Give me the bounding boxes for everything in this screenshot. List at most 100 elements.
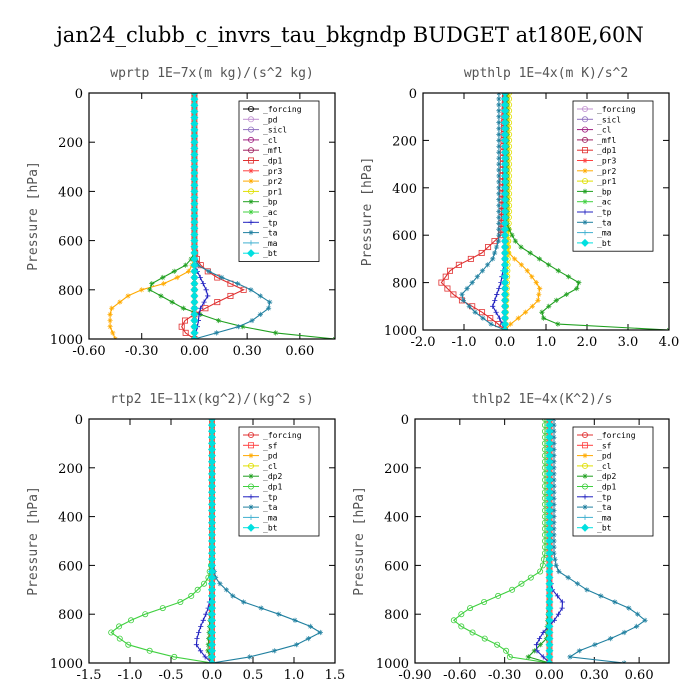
legend-marker <box>246 249 256 258</box>
x-tick-label: -0.60 <box>72 344 105 359</box>
series-line-pr2 <box>504 93 541 330</box>
series-point-ta <box>493 244 500 250</box>
x-tick-label: 0.00 <box>535 668 564 683</box>
series-point-ta <box>551 422 557 428</box>
y-axis-label: Pressure [hPa] <box>352 486 367 596</box>
legend-marker <box>248 230 254 236</box>
series-point-ta <box>293 642 299 648</box>
legend-marker <box>582 147 589 154</box>
legend-label: _bt <box>597 524 612 533</box>
series-point-dp1 <box>194 586 201 593</box>
series-point-ta <box>551 459 557 465</box>
series-point-pr2 <box>117 299 123 305</box>
series-point-dp1 <box>478 249 485 256</box>
series-point-ta <box>551 514 557 520</box>
series-point-pr2 <box>174 274 180 281</box>
series-line-pr2 <box>109 93 195 339</box>
series-point-dp1 <box>171 653 178 660</box>
series-point-dp1 <box>159 605 166 612</box>
y-axis-label: Pressure [hPa] <box>360 157 375 267</box>
legend-label: _pr2 <box>263 177 282 186</box>
legend-label: _tp <box>263 493 278 502</box>
series-point-dp1 <box>503 647 510 654</box>
series-point-dp1 <box>537 568 544 575</box>
legend-marker <box>248 209 254 215</box>
legend-label: _dp2 <box>263 472 282 481</box>
series-point-dp1 <box>142 611 149 618</box>
series-point-ta <box>249 317 255 324</box>
plot-frame <box>88 92 336 340</box>
legend-label: _cl <box>597 126 612 135</box>
series-point-ta <box>496 214 502 221</box>
series-point-ta <box>496 149 502 155</box>
series-point-pr2 <box>125 293 131 299</box>
x-tick-label: -0.90 <box>398 668 431 683</box>
legend-marker <box>248 240 254 246</box>
legend-label: _ta <box>597 218 612 227</box>
series-point-bp <box>565 274 572 280</box>
y-tick-label: 400 <box>392 182 417 197</box>
x-tick-label: -0.60 <box>443 668 476 683</box>
legend-label: _dp1 <box>263 483 282 492</box>
legend-label: _ma <box>597 513 612 522</box>
series-point-dp1 <box>181 317 188 324</box>
x-tick-label: 3.0 <box>618 335 639 350</box>
legend-marker <box>582 209 588 215</box>
series-point-ta <box>495 238 502 244</box>
series-point-ta <box>552 556 558 562</box>
series-point-dp1 <box>467 605 474 612</box>
series-point-tp <box>200 617 206 623</box>
series-line-dp1 <box>452 419 550 663</box>
series-point-dp1 <box>442 273 449 280</box>
legend-label: _ma <box>597 229 612 238</box>
series-point-tp <box>201 299 207 305</box>
series-point-bt <box>500 325 510 330</box>
series-point-ta <box>217 581 223 587</box>
series-point-ta <box>496 185 502 191</box>
series-point-ta <box>551 532 557 538</box>
series-point-bp <box>512 238 518 244</box>
legend-label: _forcing <box>597 105 636 114</box>
legend-marker <box>580 238 590 247</box>
series-point-bp <box>160 274 166 281</box>
legend: _forcing_pd _sicl_cl_mfl _dp1_pr3_pr2_pr1 _… <box>238 100 320 262</box>
series-point-ta <box>496 125 502 132</box>
legend-marker <box>247 462 254 469</box>
series-point-bp <box>147 287 153 293</box>
series-point-dp1 <box>188 592 195 599</box>
series-point-ta <box>551 538 557 544</box>
series-point-dp1 <box>444 285 451 292</box>
legend-label: _pr3 <box>263 167 282 176</box>
legend-marker <box>248 453 254 459</box>
series-point-ta <box>551 483 557 489</box>
series-point-tp <box>540 654 546 660</box>
legend-label: _ma <box>263 513 278 522</box>
series-point-ta <box>305 636 311 642</box>
x-tick-label: 1.0 <box>284 668 305 683</box>
series-point-ta <box>235 324 241 330</box>
series-point-dp1 <box>458 623 465 630</box>
legend-marker <box>247 147 254 154</box>
x-tick-label: 0.60 <box>285 344 314 359</box>
legend-label: _bp <box>597 187 612 196</box>
legend-marker <box>247 157 254 164</box>
legend-marker <box>582 453 588 459</box>
series-point-dp1 <box>509 586 516 593</box>
chart-panel-3: rtp2 1E−11x(kg^2)/(kg^2 s) Pressure [hPa]… <box>26 392 345 683</box>
series-point-ta <box>612 599 618 605</box>
series-point-ta <box>551 453 557 459</box>
series-point-dp1 <box>128 617 135 624</box>
series-point-ta <box>292 617 298 623</box>
series-point-ta <box>496 131 502 138</box>
series-point-ta <box>621 629 627 636</box>
legend-label: _cl <box>597 462 612 471</box>
series-point-ta <box>230 593 236 599</box>
series-point-bp <box>180 305 186 311</box>
series-point-pr2 <box>529 303 535 309</box>
series-point-bp <box>171 268 177 274</box>
series-point-ta <box>635 611 641 617</box>
series-point-bp <box>546 262 552 268</box>
legend-label: _pr3 <box>597 157 616 166</box>
series-point-tp <box>196 629 202 636</box>
legend-marker <box>247 106 254 113</box>
